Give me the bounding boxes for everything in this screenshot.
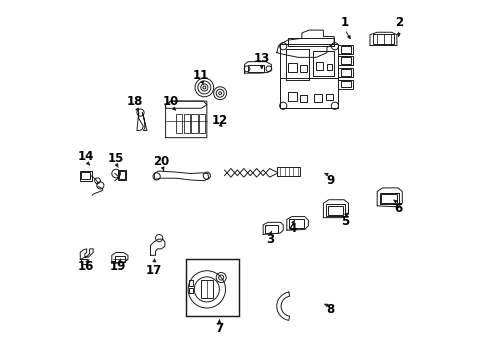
Bar bbox=[338, 68, 352, 77]
Bar bbox=[289, 220, 303, 228]
Text: 5: 5 bbox=[340, 215, 348, 228]
Text: 19: 19 bbox=[110, 260, 126, 273]
Bar bbox=[118, 170, 126, 180]
Text: 11: 11 bbox=[192, 69, 208, 82]
Bar bbox=[265, 225, 277, 233]
Bar bbox=[81, 172, 90, 179]
Bar bbox=[276, 167, 300, 176]
Bar bbox=[188, 280, 192, 286]
Bar bbox=[315, 62, 323, 69]
Text: 15: 15 bbox=[107, 152, 123, 165]
Bar bbox=[381, 194, 396, 203]
Bar bbox=[175, 114, 182, 134]
Bar bbox=[314, 94, 322, 102]
Bar bbox=[80, 171, 92, 181]
Text: 4: 4 bbox=[288, 222, 296, 235]
Bar bbox=[340, 69, 350, 76]
Text: 8: 8 bbox=[326, 303, 334, 316]
Bar bbox=[198, 114, 204, 134]
Bar bbox=[372, 34, 393, 44]
Text: 1: 1 bbox=[340, 16, 348, 29]
Bar bbox=[340, 57, 350, 64]
Bar bbox=[119, 171, 125, 179]
Bar bbox=[338, 56, 352, 65]
Bar bbox=[191, 114, 198, 134]
Text: 6: 6 bbox=[394, 202, 402, 215]
Text: 10: 10 bbox=[163, 95, 179, 108]
Text: 7: 7 bbox=[215, 322, 223, 335]
Bar bbox=[379, 193, 398, 204]
Bar bbox=[183, 114, 190, 134]
Bar bbox=[325, 204, 344, 216]
Text: 3: 3 bbox=[265, 233, 274, 246]
Bar bbox=[115, 256, 124, 262]
Bar bbox=[287, 92, 297, 101]
Bar bbox=[326, 64, 332, 69]
Bar bbox=[327, 206, 343, 215]
Text: 20: 20 bbox=[153, 155, 169, 168]
Bar bbox=[300, 65, 306, 72]
Bar bbox=[81, 258, 87, 264]
Text: 12: 12 bbox=[211, 114, 227, 127]
Bar bbox=[340, 46, 350, 53]
Bar bbox=[188, 288, 192, 293]
Bar bbox=[201, 280, 212, 298]
Text: 2: 2 bbox=[394, 16, 402, 29]
Bar bbox=[338, 45, 352, 54]
Bar bbox=[186, 259, 239, 316]
Text: 17: 17 bbox=[146, 264, 162, 277]
Bar bbox=[287, 63, 297, 72]
Bar bbox=[300, 95, 306, 102]
Bar bbox=[338, 80, 352, 89]
Text: 14: 14 bbox=[78, 150, 94, 163]
Bar bbox=[247, 65, 264, 72]
Text: 16: 16 bbox=[78, 260, 94, 273]
Bar bbox=[340, 81, 350, 87]
Bar bbox=[325, 94, 332, 100]
Text: 18: 18 bbox=[127, 95, 143, 108]
Text: 9: 9 bbox=[326, 174, 334, 186]
Text: 13: 13 bbox=[253, 51, 269, 64]
